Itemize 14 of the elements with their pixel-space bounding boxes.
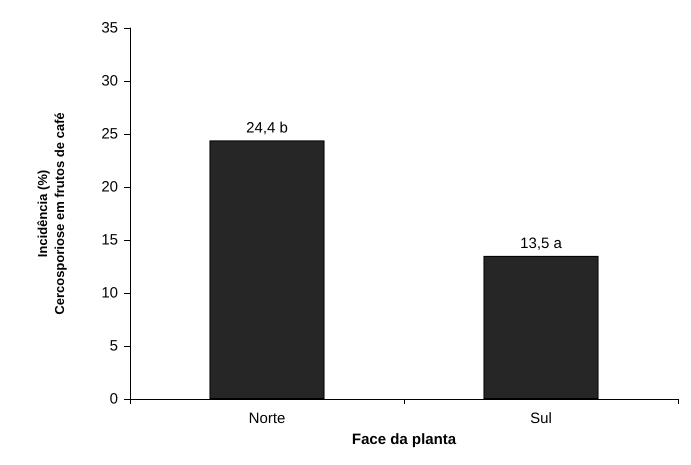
x-tick-label: Norte xyxy=(248,410,286,427)
data-label: 24,4 b xyxy=(246,119,288,136)
y-tick-label: 5 xyxy=(110,338,118,354)
data-label: 13,5 a xyxy=(520,234,562,252)
y-tick-label: 25 xyxy=(101,126,118,142)
y-tick-label: 20 xyxy=(101,178,118,196)
y-tick-label: 15 xyxy=(101,232,118,248)
y-tick-label: 10 xyxy=(101,284,118,302)
x-axis-title: Face da planta xyxy=(352,431,457,448)
y-axis-title: Incidência (%) Cercosporiose em frutos de café xyxy=(35,112,67,315)
y-tick-label: 35 xyxy=(101,20,118,36)
y-tick-label: 0 xyxy=(110,390,118,408)
y-tick-label: 30 xyxy=(101,72,118,90)
x-tick-label: Sul xyxy=(530,410,552,427)
